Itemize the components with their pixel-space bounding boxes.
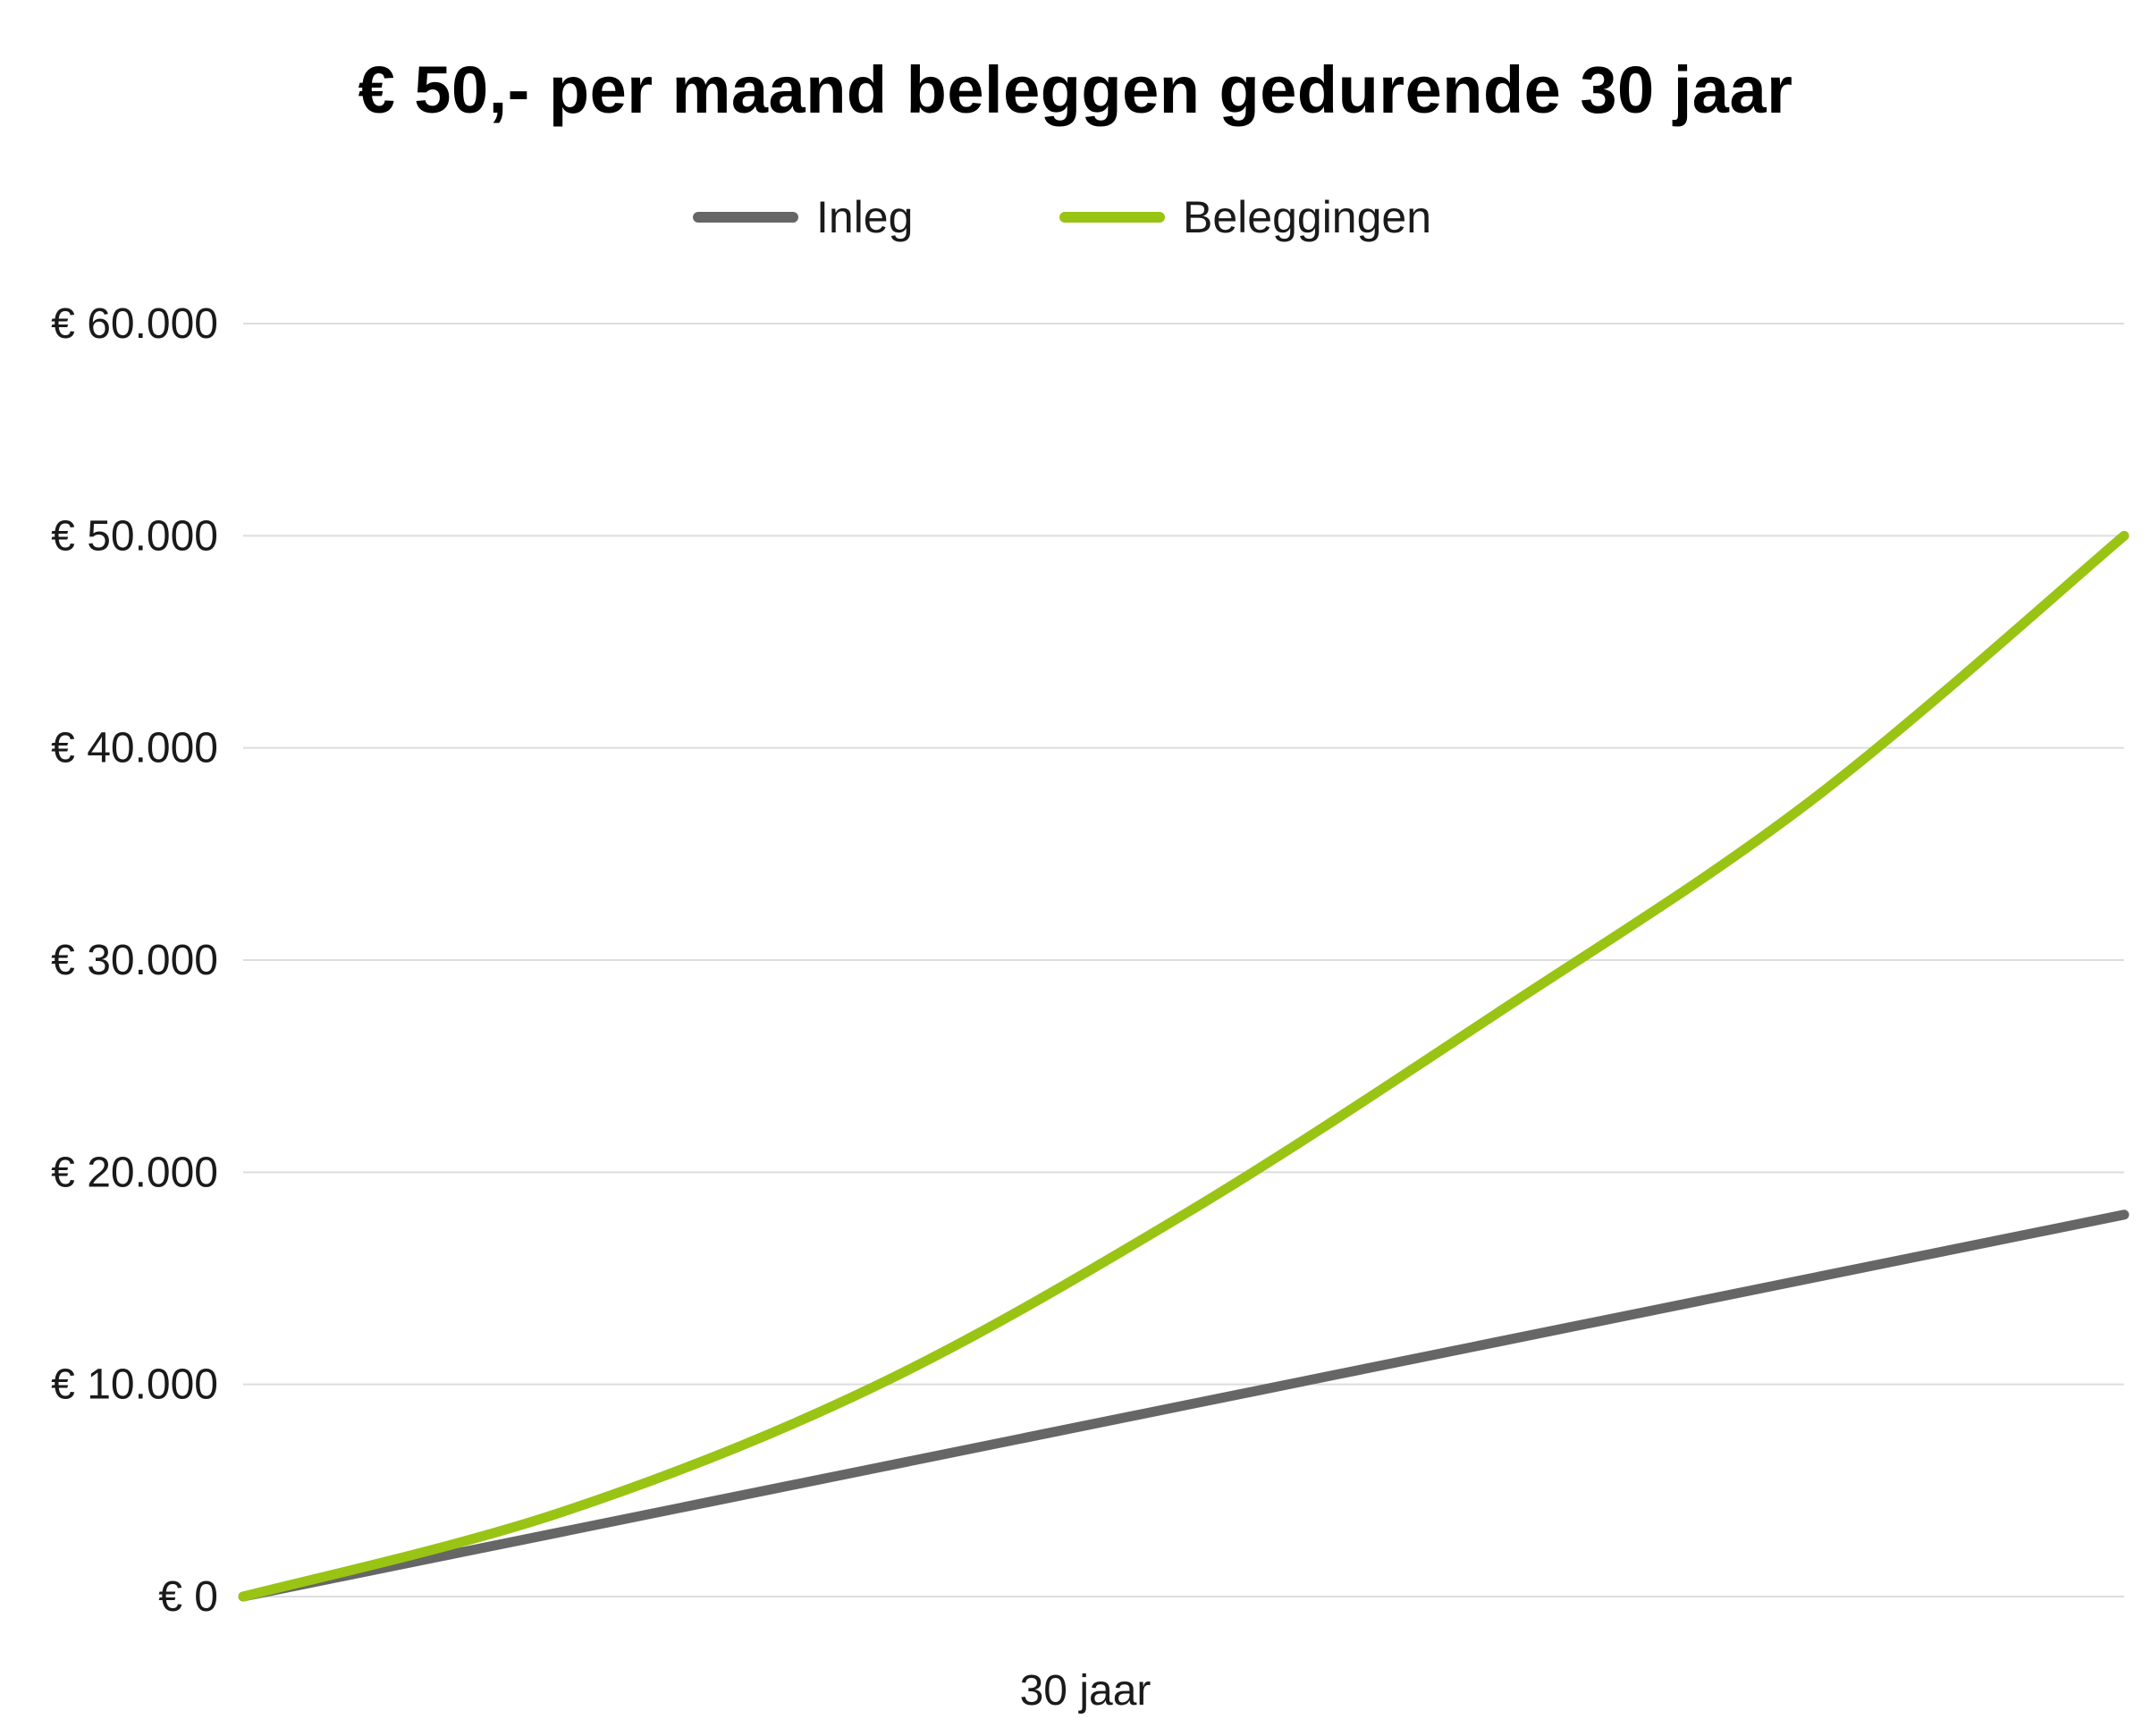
legend-label-inleg: Inleg bbox=[816, 192, 914, 242]
chart-legend: Inleg Beleggingen bbox=[0, 186, 2151, 249]
series-lines bbox=[238, 530, 2130, 1602]
y-tick-label: € 40.000 bbox=[51, 725, 218, 772]
y-tick-label: € 0 bbox=[158, 1573, 218, 1621]
y-tick-label: € 60.000 bbox=[51, 300, 218, 348]
y-tick-label: € 20.000 bbox=[51, 1149, 218, 1196]
x-axis-label: 30 jaar bbox=[1020, 1667, 1151, 1715]
legend-swatch-inleg bbox=[693, 212, 798, 223]
y-tick-label: € 50.000 bbox=[51, 512, 218, 560]
legend-swatch-beleggingen bbox=[1059, 212, 1165, 223]
y-tick-label: € 30.000 bbox=[51, 937, 218, 984]
series-line-beleggingen bbox=[238, 530, 2130, 1602]
legend-label-beleggingen: Beleggingen bbox=[1183, 192, 1432, 242]
y-tick-label: € 10.000 bbox=[51, 1361, 218, 1409]
series-line-inleg bbox=[238, 1209, 2130, 1602]
y-axis-tick-labels: € 0 € 10.000 € 20.000 € 30.000 € 40.000 € 50.… bbox=[51, 300, 218, 1621]
chart-title: € 50,- per maand beleggen gedurende 30 j… bbox=[358, 53, 1793, 127]
legend-item-beleggingen: Beleggingen bbox=[1059, 186, 1431, 249]
legend-item-inleg: Inleg bbox=[693, 186, 913, 249]
gridlines bbox=[243, 323, 2124, 1597]
